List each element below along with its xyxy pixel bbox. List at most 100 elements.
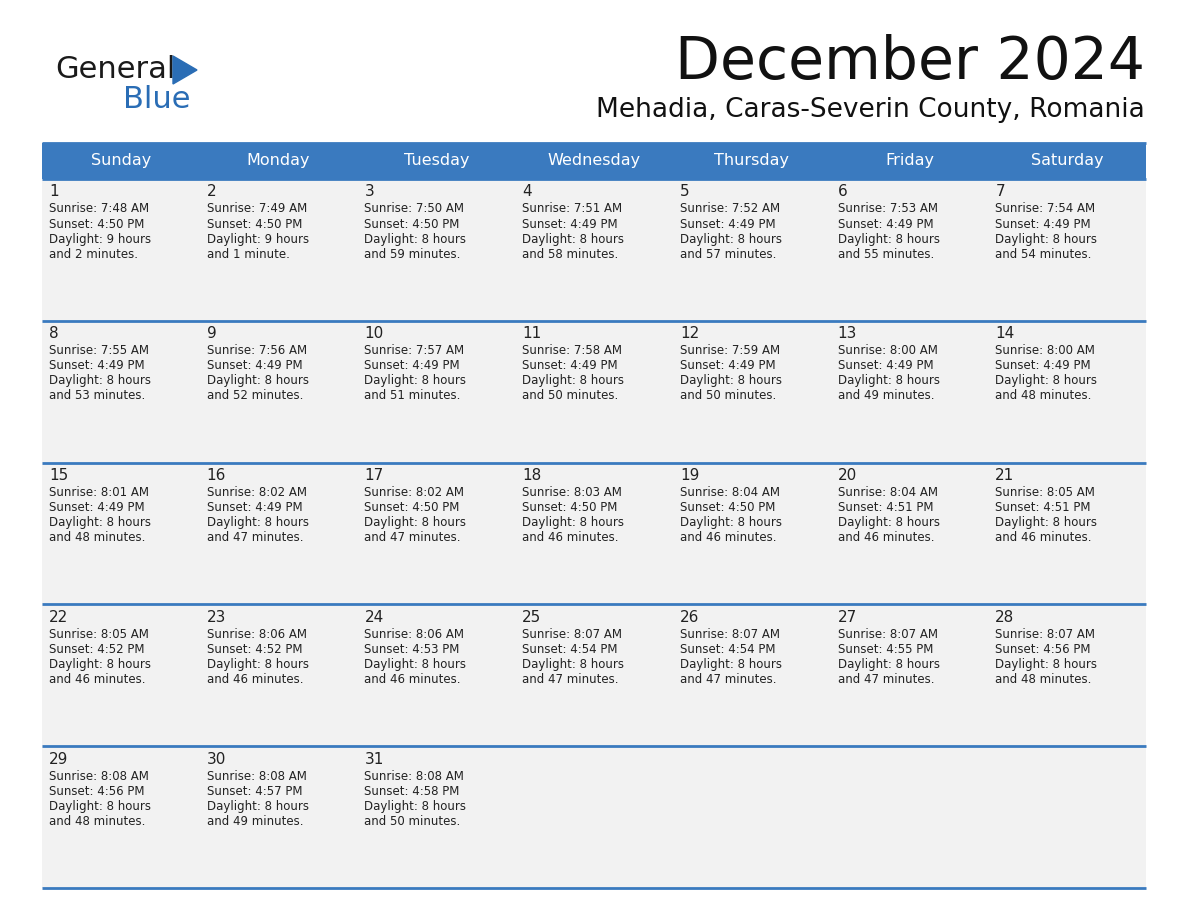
Text: Wednesday: Wednesday [548, 153, 640, 169]
Text: Monday: Monday [247, 153, 310, 169]
Text: Sunset: 4:49 PM: Sunset: 4:49 PM [207, 501, 302, 514]
Text: Sunrise: 8:07 AM: Sunrise: 8:07 AM [523, 628, 623, 641]
Text: Daylight: 8 hours: Daylight: 8 hours [996, 232, 1098, 245]
Text: Sunset: 4:49 PM: Sunset: 4:49 PM [49, 501, 145, 514]
Bar [42, 143, 1146, 179]
Text: 9: 9 [207, 326, 216, 341]
Text: and 47 minutes.: and 47 minutes. [680, 673, 776, 686]
Text: Saturday: Saturday [1031, 153, 1104, 169]
Bar [42, 746, 1146, 888]
Text: Daylight: 9 hours: Daylight: 9 hours [49, 232, 151, 245]
Text: and 50 minutes.: and 50 minutes. [523, 389, 619, 402]
Bar [42, 179, 1146, 320]
Text: Sunset: 4:55 PM: Sunset: 4:55 PM [838, 643, 933, 655]
Text: Sunrise: 8:06 AM: Sunrise: 8:06 AM [365, 628, 465, 641]
Text: Sunrise: 7:53 AM: Sunrise: 7:53 AM [838, 203, 937, 216]
Text: 3: 3 [365, 185, 374, 199]
Text: and 55 minutes.: and 55 minutes. [838, 248, 934, 261]
Text: Daylight: 8 hours: Daylight: 8 hours [365, 516, 467, 529]
Bar [42, 604, 1146, 746]
Text: and 46 minutes.: and 46 minutes. [996, 532, 1092, 544]
Text: Sunset: 4:49 PM: Sunset: 4:49 PM [680, 218, 776, 230]
Text: and 46 minutes.: and 46 minutes. [838, 532, 934, 544]
Text: Daylight: 8 hours: Daylight: 8 hours [207, 375, 309, 387]
Text: 22: 22 [49, 610, 68, 625]
Text: 4: 4 [523, 185, 532, 199]
Text: Daylight: 8 hours: Daylight: 8 hours [996, 516, 1098, 529]
Text: and 52 minutes.: and 52 minutes. [207, 389, 303, 402]
Text: 2: 2 [207, 185, 216, 199]
Text: Daylight: 8 hours: Daylight: 8 hours [365, 232, 467, 245]
Text: Daylight: 8 hours: Daylight: 8 hours [838, 232, 940, 245]
Text: Daylight: 8 hours: Daylight: 8 hours [680, 516, 782, 529]
Text: Sunset: 4:50 PM: Sunset: 4:50 PM [523, 501, 618, 514]
Text: 8: 8 [49, 326, 58, 341]
Text: 7: 7 [996, 185, 1005, 199]
Text: Sunset: 4:49 PM: Sunset: 4:49 PM [365, 359, 460, 373]
Text: 15: 15 [49, 468, 68, 483]
Text: and 2 minutes.: and 2 minutes. [49, 248, 138, 261]
Text: Sunset: 4:49 PM: Sunset: 4:49 PM [838, 218, 934, 230]
Text: Daylight: 8 hours: Daylight: 8 hours [49, 516, 151, 529]
Text: and 54 minutes.: and 54 minutes. [996, 248, 1092, 261]
Text: Sunset: 4:49 PM: Sunset: 4:49 PM [207, 359, 302, 373]
Text: 5: 5 [680, 185, 689, 199]
Text: 31: 31 [365, 752, 384, 767]
Text: Sunrise: 8:07 AM: Sunrise: 8:07 AM [838, 628, 937, 641]
Text: Sunset: 4:51 PM: Sunset: 4:51 PM [838, 501, 933, 514]
Text: Daylight: 8 hours: Daylight: 8 hours [207, 516, 309, 529]
Text: Sunrise: 8:04 AM: Sunrise: 8:04 AM [680, 487, 779, 499]
Text: and 57 minutes.: and 57 minutes. [680, 248, 776, 261]
Text: Sunset: 4:54 PM: Sunset: 4:54 PM [680, 643, 776, 655]
Text: Sunrise: 7:55 AM: Sunrise: 7:55 AM [49, 344, 148, 357]
Text: Daylight: 8 hours: Daylight: 8 hours [680, 658, 782, 671]
Text: Sunrise: 7:54 AM: Sunrise: 7:54 AM [996, 203, 1095, 216]
Text: Daylight: 8 hours: Daylight: 8 hours [365, 658, 467, 671]
Text: 24: 24 [365, 610, 384, 625]
Text: Friday: Friday [885, 153, 934, 169]
Text: Sunset: 4:56 PM: Sunset: 4:56 PM [996, 643, 1091, 655]
Text: 20: 20 [838, 468, 857, 483]
Text: and 49 minutes.: and 49 minutes. [207, 814, 303, 828]
Text: Sunset: 4:50 PM: Sunset: 4:50 PM [365, 218, 460, 230]
Text: and 53 minutes.: and 53 minutes. [49, 389, 145, 402]
Text: Daylight: 8 hours: Daylight: 8 hours [207, 658, 309, 671]
Text: and 1 minute.: and 1 minute. [207, 248, 290, 261]
Text: Sunset: 4:52 PM: Sunset: 4:52 PM [207, 643, 302, 655]
Text: 17: 17 [365, 468, 384, 483]
Text: Daylight: 8 hours: Daylight: 8 hours [996, 375, 1098, 387]
Text: 29: 29 [49, 752, 69, 767]
Text: Sunset: 4:50 PM: Sunset: 4:50 PM [49, 218, 145, 230]
Text: Sunset: 4:49 PM: Sunset: 4:49 PM [996, 218, 1091, 230]
Text: and 47 minutes.: and 47 minutes. [838, 673, 934, 686]
Text: Sunrise: 7:51 AM: Sunrise: 7:51 AM [523, 203, 623, 216]
Text: 16: 16 [207, 468, 226, 483]
Text: and 50 minutes.: and 50 minutes. [680, 389, 776, 402]
Text: 6: 6 [838, 185, 847, 199]
Text: Sunset: 4:49 PM: Sunset: 4:49 PM [680, 359, 776, 373]
Text: Sunrise: 8:08 AM: Sunrise: 8:08 AM [207, 769, 307, 783]
Text: Sunday: Sunday [90, 153, 151, 169]
Text: Sunrise: 8:02 AM: Sunrise: 8:02 AM [365, 487, 465, 499]
Text: 28: 28 [996, 610, 1015, 625]
Text: 14: 14 [996, 326, 1015, 341]
Text: General: General [55, 55, 176, 84]
Text: Daylight: 8 hours: Daylight: 8 hours [838, 516, 940, 529]
Text: Sunrise: 8:06 AM: Sunrise: 8:06 AM [207, 628, 307, 641]
Text: and 46 minutes.: and 46 minutes. [207, 673, 303, 686]
Text: and 46 minutes.: and 46 minutes. [680, 532, 776, 544]
Text: Blue: Blue [124, 85, 190, 115]
Text: and 48 minutes.: and 48 minutes. [996, 389, 1092, 402]
Text: Sunrise: 8:00 AM: Sunrise: 8:00 AM [996, 344, 1095, 357]
Text: Mehadia, Caras-Severin County, Romania: Mehadia, Caras-Severin County, Romania [596, 97, 1145, 123]
Text: Daylight: 8 hours: Daylight: 8 hours [996, 658, 1098, 671]
Text: Sunset: 4:58 PM: Sunset: 4:58 PM [365, 785, 460, 798]
Text: Sunset: 4:56 PM: Sunset: 4:56 PM [49, 785, 145, 798]
Text: 26: 26 [680, 610, 700, 625]
Bar [42, 320, 1146, 463]
Text: and 47 minutes.: and 47 minutes. [523, 673, 619, 686]
Text: Sunrise: 7:56 AM: Sunrise: 7:56 AM [207, 344, 307, 357]
Text: Sunset: 4:51 PM: Sunset: 4:51 PM [996, 501, 1091, 514]
Text: Sunset: 4:49 PM: Sunset: 4:49 PM [996, 359, 1091, 373]
Text: Sunset: 4:49 PM: Sunset: 4:49 PM [49, 359, 145, 373]
